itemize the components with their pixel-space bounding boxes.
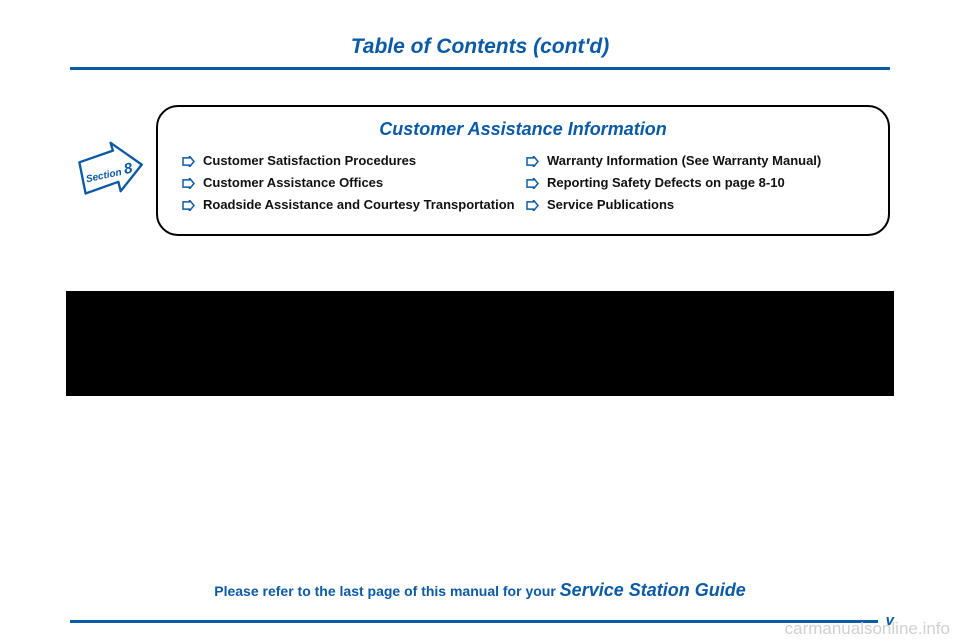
bullet-icon	[182, 200, 195, 211]
footer-emphasis: Service Station Guide	[560, 580, 746, 600]
page-title: Table of Contents (cont'd)	[70, 35, 890, 59]
section-row: Section 8 Customer Assistance Informatio…	[70, 105, 890, 236]
section-arrow-badge: Section 8	[70, 135, 148, 213]
bullet-icon	[182, 156, 195, 167]
footer-rule	[70, 620, 890, 623]
footer-rule-wrap: v	[70, 620, 890, 623]
list-item-label: Reporting Safety Defects on page 8-10	[547, 172, 785, 194]
list-item-label: Customer Assistance Offices	[203, 172, 383, 194]
list-item-label: Warranty Information (See Warranty Manua…	[547, 150, 821, 172]
info-box-title: Customer Assistance Information	[182, 119, 864, 140]
list-item: Service Publications	[526, 194, 864, 216]
footer-prefix: Please refer to the last page of this ma…	[214, 583, 559, 599]
info-box: Customer Assistance Information Customer…	[156, 105, 890, 236]
bullet-icon	[182, 178, 195, 189]
list-item: Customer Assistance Offices	[182, 172, 520, 194]
list-item-label: Service Publications	[547, 194, 674, 216]
info-columns: Customer Satisfaction Procedures Custome…	[182, 150, 864, 216]
watermark: carmanualsonline.info	[785, 619, 950, 639]
bullet-icon	[526, 200, 539, 211]
redacted-bar	[66, 291, 894, 396]
header-rule	[70, 67, 890, 70]
bullet-icon	[526, 178, 539, 189]
bullet-icon	[526, 156, 539, 167]
list-item: Customer Satisfaction Procedures	[182, 150, 520, 172]
info-col-right: Warranty Information (See Warranty Manua…	[526, 150, 864, 216]
list-item-label: Customer Satisfaction Procedures	[203, 150, 416, 172]
footer-text: Please refer to the last page of this ma…	[0, 580, 960, 601]
info-col-left: Customer Satisfaction Procedures Custome…	[182, 150, 520, 216]
list-item-label: Roadside Assistance and Courtesy Transpo…	[203, 194, 515, 216]
list-item: Reporting Safety Defects on page 8-10	[526, 172, 864, 194]
list-item: Warranty Information (See Warranty Manua…	[526, 150, 864, 172]
list-item: Roadside Assistance and Courtesy Transpo…	[182, 194, 520, 216]
